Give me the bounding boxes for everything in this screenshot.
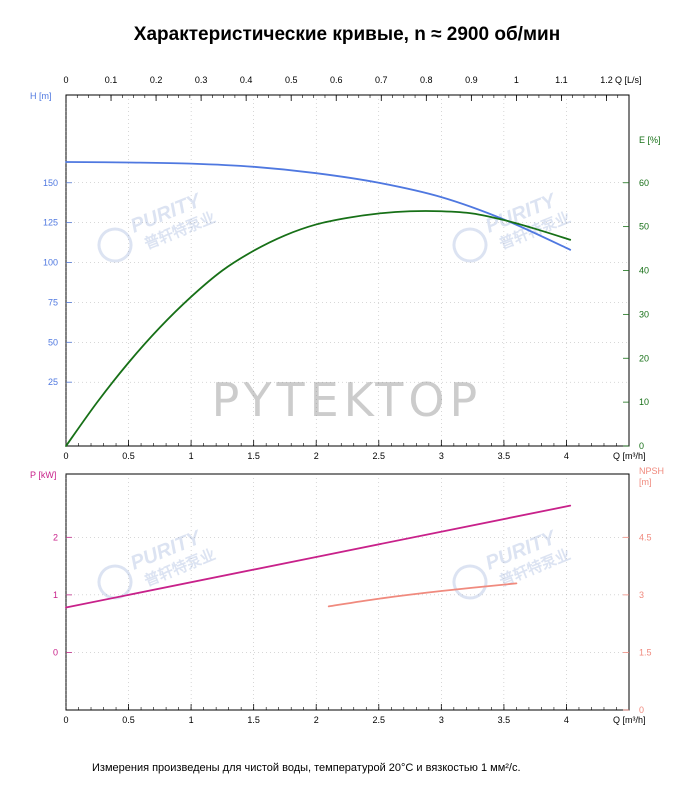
x-tick-label: 1.5 bbox=[247, 715, 260, 725]
x-top-axis-label: Q [L/s] bbox=[615, 75, 642, 85]
x-tick-label: 2.5 bbox=[373, 451, 386, 461]
x-top-tick-label: 1 bbox=[514, 75, 519, 85]
x-top-tick-label: 0.8 bbox=[420, 75, 433, 85]
npsh-curve bbox=[327, 582, 518, 608]
y-left-tick-label: 2 bbox=[53, 532, 58, 542]
x-tick-label: 4 bbox=[564, 451, 569, 461]
y-left-tick-label: 25 bbox=[48, 377, 58, 387]
y-left-tick-label: 75 bbox=[48, 297, 58, 307]
x-axis-label: Q [m³/h] bbox=[613, 715, 646, 725]
watermark-logo-2: PURITY 普轩特泵业 bbox=[452, 189, 573, 263]
head-curve bbox=[65, 161, 572, 251]
watermark-pytektop: PYTEKTOP bbox=[212, 373, 483, 427]
x-tick-label: 2 bbox=[314, 451, 319, 461]
power-curve bbox=[65, 504, 572, 609]
x-top-tick-label: 0.7 bbox=[375, 75, 388, 85]
y-right-tick-label: 4.5 bbox=[639, 532, 652, 542]
watermark-logo-4: PURITY 普轩特泵业 bbox=[452, 526, 573, 600]
y-right-tick-label: 10 bbox=[639, 397, 649, 407]
x-tick-label: 1.5 bbox=[247, 451, 260, 461]
y-left-axis-label: H [m] bbox=[30, 91, 52, 101]
watermark-logo-icon bbox=[452, 227, 488, 263]
y-right-tick-label: 40 bbox=[639, 266, 649, 276]
y-right-tick-label: 60 bbox=[639, 178, 649, 188]
x-tick-label: 3.5 bbox=[498, 715, 511, 725]
y-right-tick-label: 0 bbox=[639, 441, 644, 451]
x-top-tick-label: 1.2 bbox=[600, 75, 613, 85]
plot-frame bbox=[65, 473, 630, 711]
x-tick-label: 3 bbox=[439, 451, 444, 461]
x-tick-label: 0 bbox=[63, 451, 68, 461]
efficiency-curve bbox=[65, 210, 572, 447]
y-left-axis-label: P [kW] bbox=[30, 470, 56, 480]
y-right-tick-label: 30 bbox=[639, 309, 649, 319]
y-right-tick-label: 50 bbox=[639, 222, 649, 232]
y-right-tick-label: 1.5 bbox=[639, 647, 652, 657]
x-top-tick-label: 1.1 bbox=[555, 75, 568, 85]
x-tick-label: 2 bbox=[314, 715, 319, 725]
x-tick-label: 1 bbox=[189, 451, 194, 461]
footnote: Измерения произведены для чистой воды, т… bbox=[92, 762, 521, 774]
x-tick-label: 3 bbox=[439, 715, 444, 725]
watermark-logo-icon bbox=[97, 564, 133, 600]
watermark-logo-icon bbox=[97, 227, 133, 263]
plot-upper: 0 0.5 1 1.5 2 2.5 3 3.5 4 Q [m³/h]0 0.1 0.2 0.3 0.4 0.… bbox=[30, 75, 661, 461]
y-right-axis-label: E [%] bbox=[639, 135, 661, 145]
x-top-tick-label: 0 bbox=[63, 75, 68, 85]
watermark-logo-1: PURITY 普轩特泵业 bbox=[97, 189, 218, 263]
plots-group: 0 0.5 1 1.5 2 2.5 3 3.5 4 Q [m³/h]0 0.1 0.2 0.3 0.4 0.… bbox=[30, 75, 664, 725]
x-tick-label: 1 bbox=[189, 715, 194, 725]
y-left-tick-label: 50 bbox=[48, 337, 58, 347]
y-left-tick-label: 100 bbox=[43, 258, 58, 268]
y-left-tick-label: 0 bbox=[53, 647, 58, 657]
y-right-tick-label: 20 bbox=[639, 353, 649, 363]
x-top-tick-label: 0.3 bbox=[195, 75, 208, 85]
x-axis-label: Q [m³/h] bbox=[613, 451, 646, 461]
watermark-logo-3: PURITY 普轩特泵业 bbox=[97, 526, 218, 600]
watermark-logo-icon bbox=[452, 564, 488, 600]
x-top-tick-label: 0.5 bbox=[285, 75, 298, 85]
x-tick-label: 0.5 bbox=[122, 451, 135, 461]
x-tick-label: 3.5 bbox=[498, 451, 511, 461]
x-top-tick-label: 0.2 bbox=[150, 75, 163, 85]
x-tick-label: 4 bbox=[564, 715, 569, 725]
x-top-tick-label: 0.1 bbox=[105, 75, 118, 85]
x-tick-label: 0.5 bbox=[122, 715, 135, 725]
x-tick-label: 0 bbox=[63, 715, 68, 725]
x-top-tick-label: 0.6 bbox=[330, 75, 343, 85]
x-top-tick-label: 0.9 bbox=[465, 75, 478, 85]
x-tick-label: 2.5 bbox=[373, 715, 386, 725]
y-right-tick-label: 0 bbox=[639, 705, 644, 715]
y-right-axis-label: NPSH [m] bbox=[639, 466, 664, 487]
x-top-tick-label: 0.4 bbox=[240, 75, 253, 85]
watermark-group: PURITY 普轩特泵业 PURITY 普轩特泵业 PURITY 普轩特泵业 P… bbox=[97, 189, 573, 600]
chart-title: Характеристические кривые, n ≈ 2900 об/м… bbox=[133, 24, 561, 45]
y-left-tick-label: 125 bbox=[43, 218, 58, 228]
y-right-tick-label: 3 bbox=[639, 590, 644, 600]
y-left-tick-label: 1 bbox=[53, 590, 58, 600]
y-left-tick-label: 150 bbox=[43, 178, 58, 188]
